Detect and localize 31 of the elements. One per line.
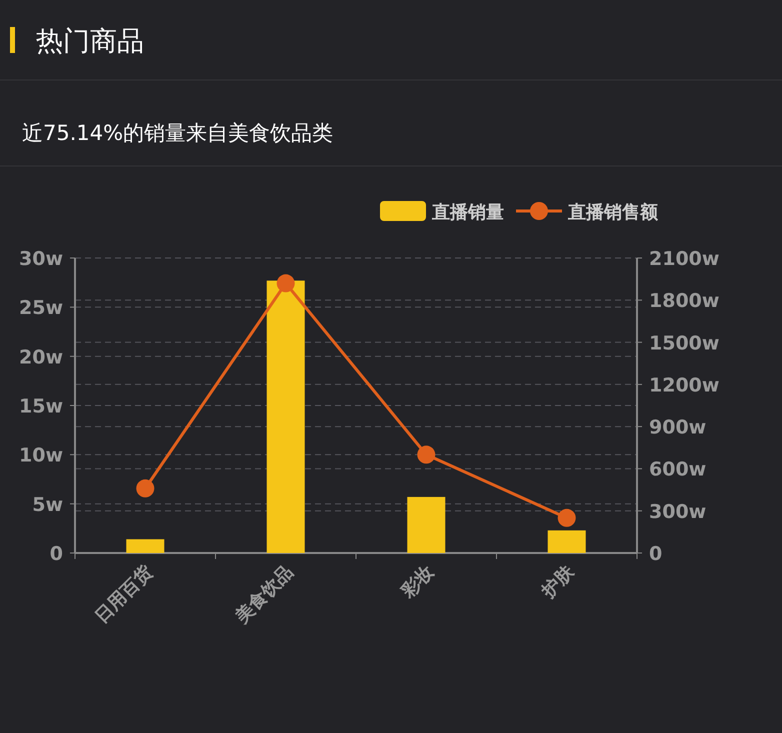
chart-title: 热门商品 bbox=[36, 26, 144, 57]
y2-tick-label: 900w bbox=[649, 416, 706, 439]
y2-tick-label: 2100w bbox=[649, 248, 720, 270]
y-tick-label: 10w bbox=[19, 444, 63, 467]
bar bbox=[266, 280, 305, 553]
y2-tick-label: 300w bbox=[649, 500, 706, 523]
point bbox=[136, 479, 154, 498]
bar bbox=[407, 496, 446, 553]
legend-label: 直播销售额 bbox=[567, 202, 659, 223]
point bbox=[558, 508, 576, 527]
y-tick-label: 15w bbox=[19, 396, 63, 418]
bar bbox=[548, 530, 586, 553]
y-tick-label: 5w bbox=[32, 494, 63, 516]
y-tick-label: 25w bbox=[19, 297, 63, 320]
x-tick-label: 美食饮品 bbox=[230, 562, 298, 628]
point bbox=[417, 446, 436, 464]
y2-tick-label: 1200w bbox=[649, 374, 720, 396]
y-tick-label: 0 bbox=[50, 543, 63, 565]
legend-label: 直播销量 bbox=[431, 202, 504, 223]
y-tick-label: 20w bbox=[19, 346, 63, 368]
chart-subtitle: 近75.14%的销量来自美食饮品类 bbox=[22, 121, 334, 145]
y2-tick-label: 1500w bbox=[649, 332, 720, 354]
x-tick-label: 护肤 bbox=[537, 560, 579, 603]
y2-tick-label: 0 bbox=[649, 543, 662, 565]
y2-tick-label: 600w bbox=[649, 458, 706, 481]
point bbox=[276, 274, 295, 292]
bar bbox=[126, 539, 164, 553]
x-tick-label: 彩妆 bbox=[396, 562, 438, 603]
y2-tick-label: 1800w bbox=[649, 290, 720, 312]
x-tick-label: 日用百货 bbox=[91, 560, 158, 628]
y-tick-label: 30w bbox=[19, 248, 63, 270]
